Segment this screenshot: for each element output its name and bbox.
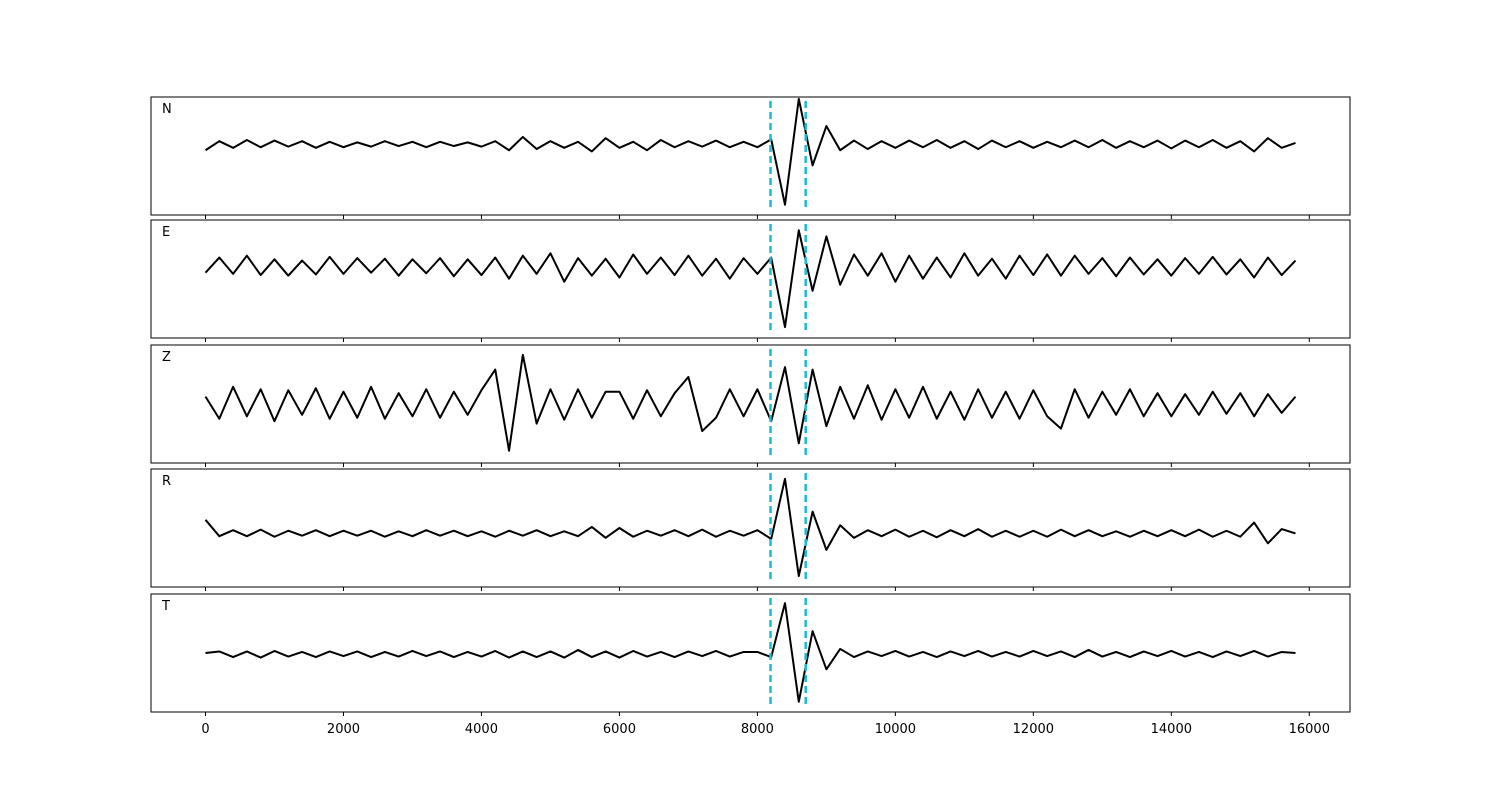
trace-label: R <box>162 474 171 489</box>
x-tick-label: 0 <box>201 722 209 737</box>
trace <box>204 477 1296 578</box>
x-tick-label: 16000 <box>1289 722 1330 737</box>
trace-label: T <box>161 599 170 614</box>
trace <box>205 602 1296 703</box>
x-tick-label: 4000 <box>465 722 498 737</box>
panel-frame <box>150 593 1351 713</box>
panel-frame <box>150 219 1351 339</box>
x-tick-label: 10000 <box>875 722 916 737</box>
trace-label: E <box>162 225 170 240</box>
x-tick-label: 2000 <box>327 722 360 737</box>
trace <box>204 353 1297 452</box>
x-tick-label: 12000 <box>1013 722 1054 737</box>
x-tick-label: 14000 <box>1151 722 1192 737</box>
x-tick-label: 8000 <box>741 722 774 737</box>
panel-frame <box>150 96 1351 216</box>
trace-label: N <box>162 102 172 117</box>
panel-frame <box>150 344 1351 464</box>
trace <box>204 97 1296 206</box>
x-tick-label: 6000 <box>603 722 636 737</box>
trace <box>204 229 1297 329</box>
panel-frame <box>150 468 1351 588</box>
trace-label: Z <box>162 350 171 365</box>
